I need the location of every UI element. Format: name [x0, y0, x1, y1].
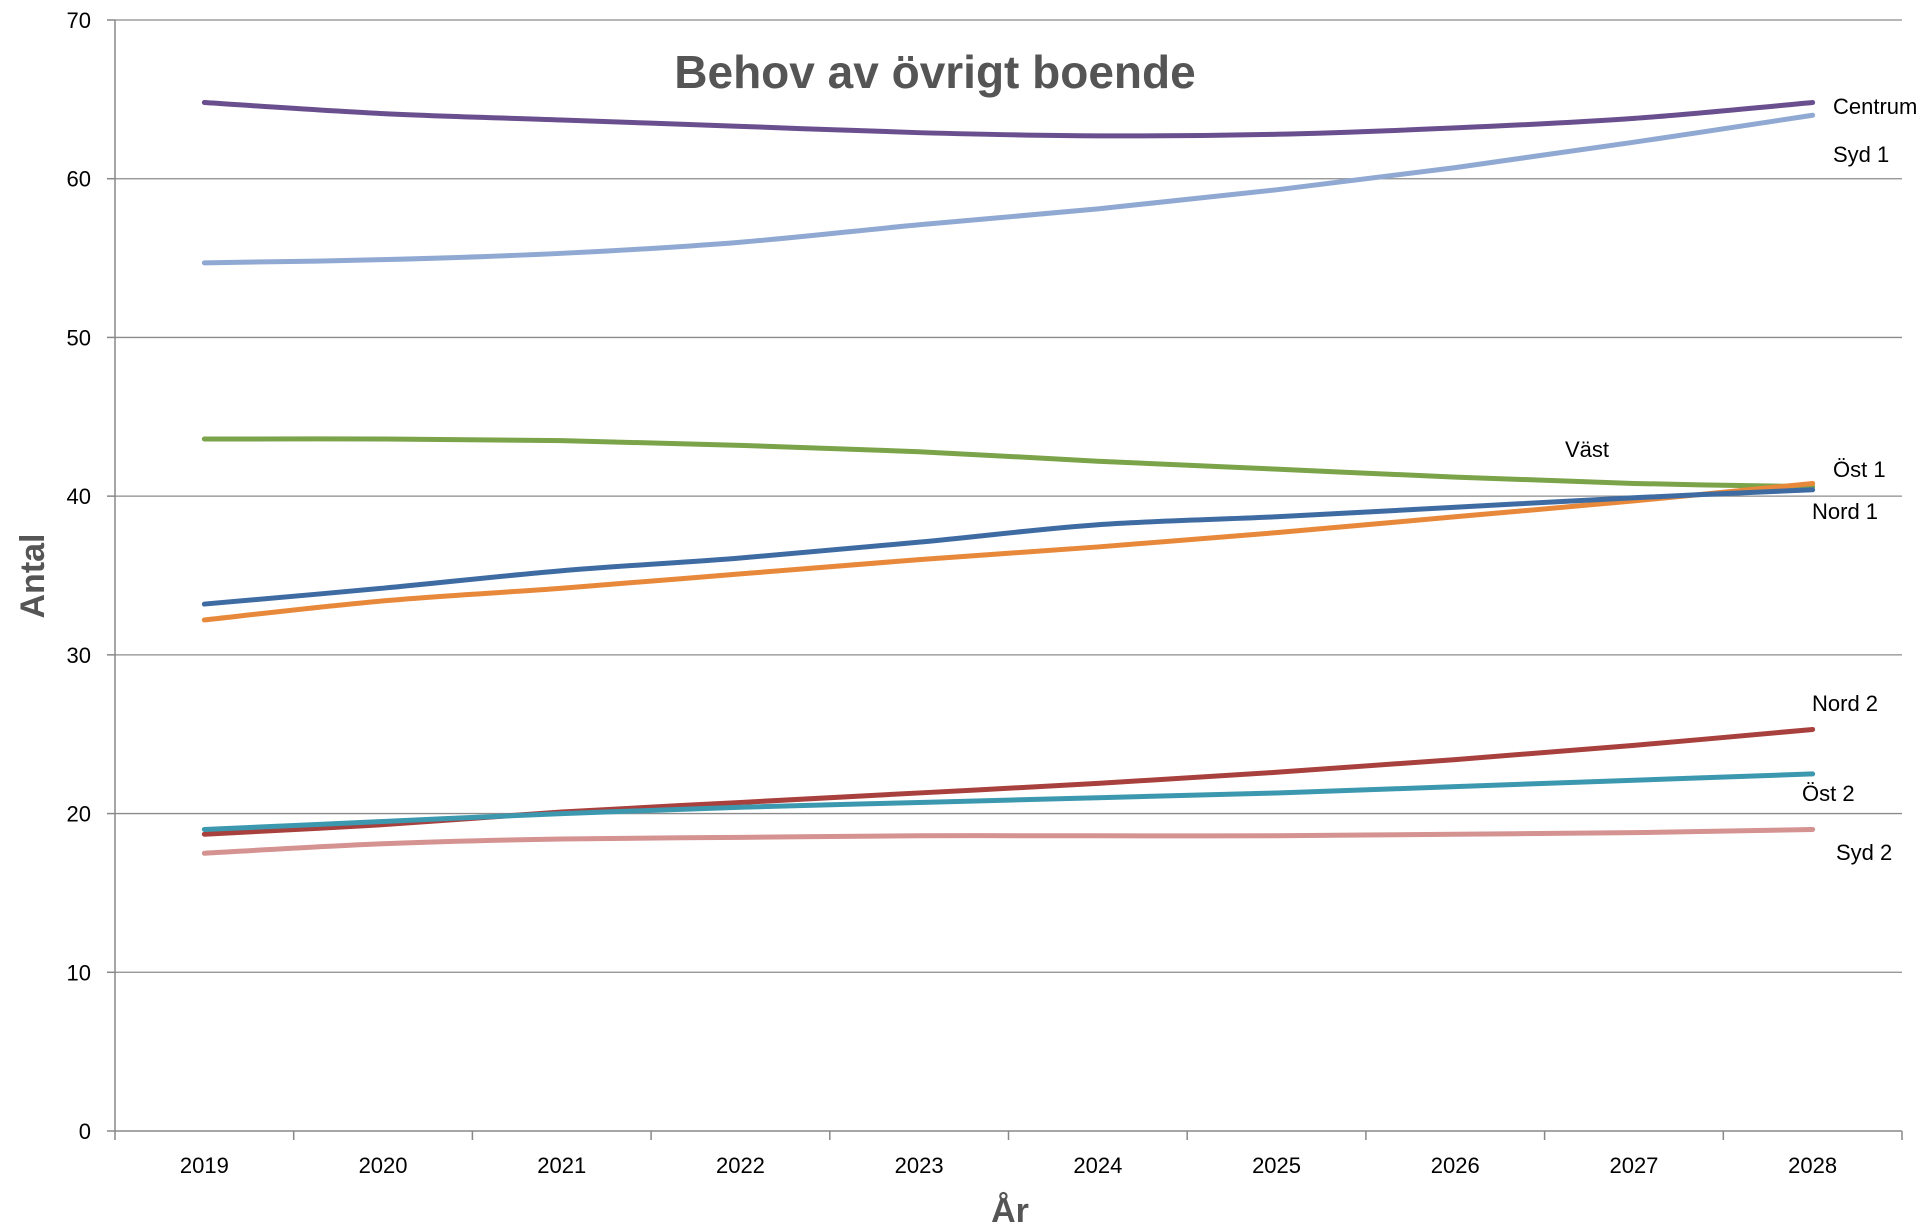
series-label-syd-1: Syd 1: [1833, 142, 1889, 167]
series-lines: [201, 100, 1816, 856]
axes: [114, 20, 1902, 1132]
series-label-nord-2: Nord 2: [1812, 691, 1878, 716]
grid: [115, 19, 1902, 973]
chart-title: Behov av övrigt boende: [674, 46, 1195, 98]
series-label-öst-2: Öst 2: [1802, 781, 1855, 806]
series-line-öst-1: [201, 480, 1816, 623]
series-label-öst-1: Öst 1: [1833, 457, 1886, 482]
x-tick-label-2024: 2024: [1073, 1153, 1122, 1178]
y-tick-label-60: 60: [67, 167, 91, 192]
x-tick-label-2026: 2026: [1431, 1153, 1480, 1178]
y-tick-label-20: 20: [67, 802, 91, 827]
x-tick-label-2023: 2023: [895, 1153, 944, 1178]
series-label-centrum: Centrum: [1833, 94, 1917, 119]
series-line-väst: [201, 436, 1816, 490]
series-line-öst-2: [201, 771, 1816, 832]
x-ticks: 2019 2020 2021 2022 2023 2024 2025 2026 2027 2028: [114, 1131, 1903, 1178]
y-ticks: 0 10 20 30 40 50 60 70: [67, 8, 115, 1144]
y-tick-label-10: 10: [67, 960, 91, 985]
series-label-syd-2: Syd 2: [1836, 840, 1892, 865]
x-tick-label-2021: 2021: [537, 1153, 586, 1178]
series-label-nord-1: Nord 1: [1812, 499, 1878, 524]
series-labels: Centrum Syd 1 Väst Öst 1 Nord 1 Nord 2 Öst 2 Sy…: [1565, 94, 1917, 865]
series-line-nord-1: [201, 487, 1816, 607]
series-line-syd-2: [201, 826, 1816, 856]
x-tick-label-2025: 2025: [1252, 1153, 1301, 1178]
series-line-centrum: [201, 100, 1816, 139]
series-line-syd-1: [201, 112, 1816, 266]
y-tick-label-0: 0: [79, 1119, 91, 1144]
x-tick-label-2020: 2020: [359, 1153, 408, 1178]
x-axis-title: År: [991, 1192, 1029, 1229]
x-tick-label-2019: 2019: [180, 1153, 229, 1178]
y-tick-label-30: 30: [67, 643, 91, 668]
x-tick-label-2027: 2027: [1609, 1153, 1658, 1178]
y-tick-label-50: 50: [67, 325, 91, 350]
y-tick-label-40: 40: [67, 484, 91, 509]
x-tick-label-2022: 2022: [716, 1153, 765, 1178]
y-axis-title: Antal: [14, 534, 52, 619]
series-label-väst: Väst: [1565, 437, 1609, 462]
x-tick-label-2028: 2028: [1788, 1153, 1837, 1178]
y-tick-label-70: 70: [67, 8, 91, 33]
